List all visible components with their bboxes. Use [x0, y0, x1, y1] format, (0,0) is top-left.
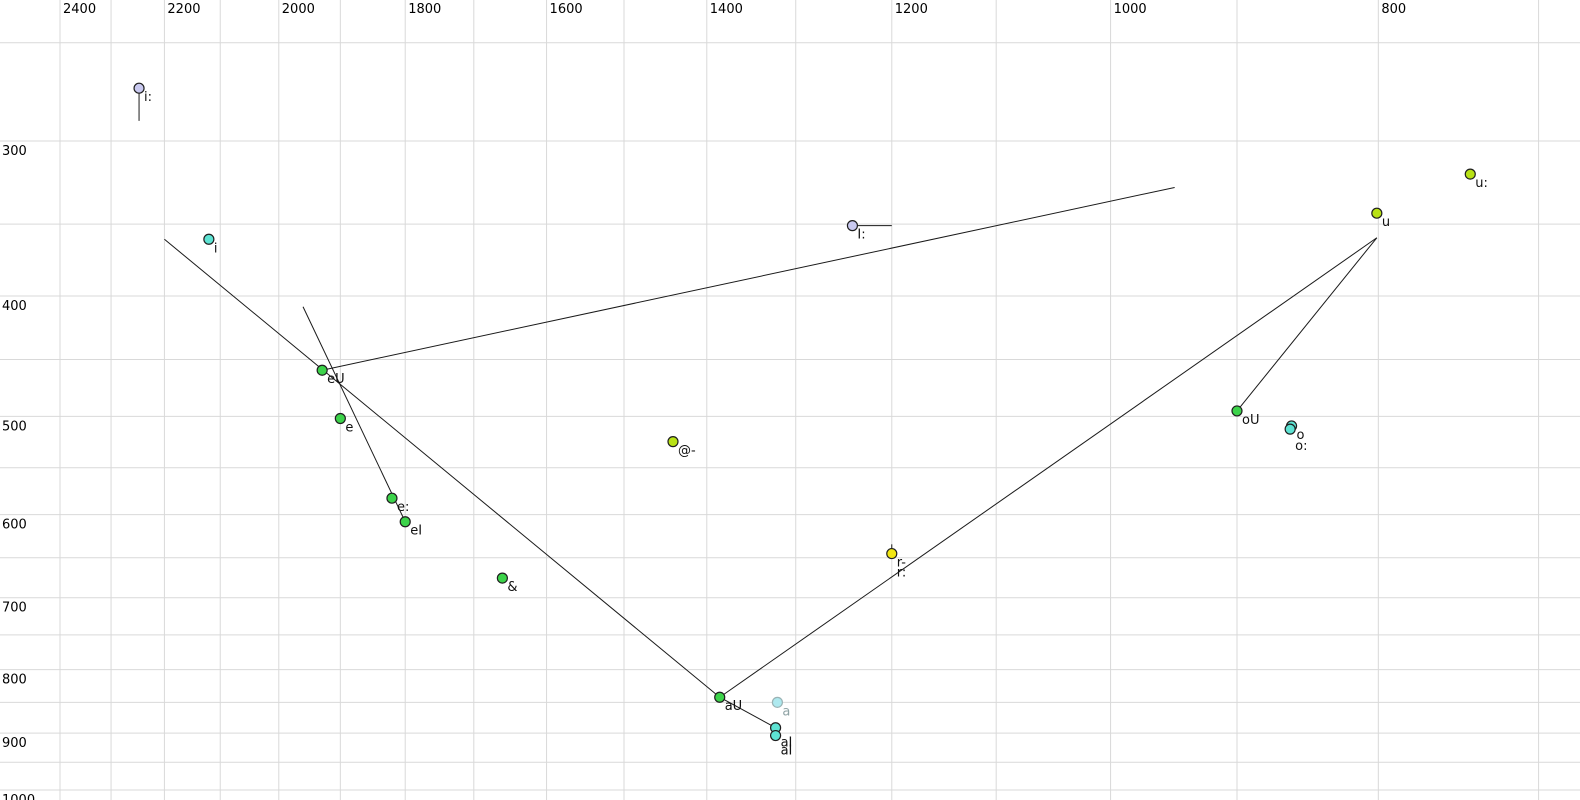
vowel-label-I:-8: I:	[857, 228, 865, 243]
vowel-point-i:[interactable]	[133, 82, 145, 94]
vowel-label-a-12: a	[782, 704, 790, 719]
y-tick-800: 800	[2, 673, 27, 688]
trajectory-eI-glide	[302, 306, 406, 522]
vowel-label-eU-2: eU	[327, 372, 345, 387]
x-tick-1600: 1600	[550, 2, 583, 17]
vowel-label-r:-10: r:	[897, 566, 907, 581]
vowel-label-aI-13: aI	[781, 736, 793, 751]
y-tick-1000: 1000	[2, 793, 35, 800]
x-tick-2000: 2000	[282, 2, 315, 17]
x-tick-1200: 1200	[895, 2, 928, 17]
y-tick-300: 300	[2, 144, 27, 159]
trajectory-aU-glide	[719, 237, 1378, 698]
vowel-point-e[interactable]	[334, 412, 346, 425]
vowel-point-oU[interactable]	[1231, 405, 1243, 417]
vowel-point-aI[interactable]	[769, 729, 782, 742]
vowel-label-aI-14: aI	[781, 744, 793, 759]
y-tick-900: 900	[2, 736, 27, 751]
vowel-point-layer	[133, 82, 1476, 742]
vowel-point-a[interactable]	[771, 696, 784, 708]
x-tick-1800: 1800	[408, 2, 441, 17]
vowel-label-e:-4: e:	[397, 500, 409, 515]
y-tick-600: 600	[2, 518, 27, 533]
vowel-label-&-6: &	[507, 580, 517, 595]
y-tick-700: 700	[2, 601, 27, 616]
vowel-label-o:-17: o:	[1295, 439, 1307, 454]
top-axis-tick-labels: 2400 2200 2000 1800 1600 1400 1200 1000 800	[63, 2, 1406, 17]
x-tick-1000: 1000	[1114, 2, 1147, 17]
y-tick-500: 500	[2, 419, 27, 434]
vowel-point-o:[interactable]	[1284, 423, 1296, 435]
vowel-label-i:-0: i:	[144, 90, 152, 105]
vowel-label-o-16: o	[1297, 428, 1305, 443]
vowel-label-e-3: e	[345, 420, 353, 435]
x-tick-1400: 1400	[710, 2, 743, 17]
vowel-point-u[interactable]	[1371, 207, 1383, 219]
vowel-point-&[interactable]	[496, 572, 508, 584]
vowel-label-r--9: r-	[897, 556, 907, 571]
trajectory-eU-glide	[322, 186, 1175, 371]
vowel-point-r-[interactable]	[886, 547, 898, 560]
vowel-label-@--7: @-	[678, 444, 696, 459]
vowel-point-eU[interactable]	[316, 364, 328, 376]
vowel-label-u:-19: u:	[1475, 176, 1488, 191]
vowel-point-u:[interactable]	[1464, 168, 1476, 180]
vowel-point-e:[interactable]	[386, 492, 398, 504]
vowel-label-i-1: i	[214, 241, 218, 256]
y-tick-400: 400	[2, 299, 27, 314]
vowel-point-I:[interactable]	[846, 220, 859, 232]
left-axis-tick-labels: 300 400 500 600 700 800 900 1000	[2, 144, 35, 800]
vowel-label-aU-11: aU	[725, 699, 742, 714]
x-tick-2400: 2400	[63, 2, 96, 17]
trajectory-oU-glide	[1236, 237, 1378, 412]
x-tick-800: 800	[1381, 2, 1406, 17]
vowel-point-i[interactable]	[203, 233, 215, 245]
vowel-point-eI[interactable]	[399, 516, 411, 528]
vowel-point-@-[interactable]	[667, 436, 679, 448]
vowel-label-eI-5: eI	[410, 524, 422, 539]
trajectory-layer	[138, 88, 1378, 729]
vowel-label-oU-15: oU	[1242, 413, 1259, 428]
x-tick-2200: 2200	[167, 2, 200, 17]
vowel-point-aU[interactable]	[714, 691, 726, 703]
vowel-label-u-18: u	[1382, 215, 1390, 230]
trajectory-aI-glide	[164, 238, 776, 729]
